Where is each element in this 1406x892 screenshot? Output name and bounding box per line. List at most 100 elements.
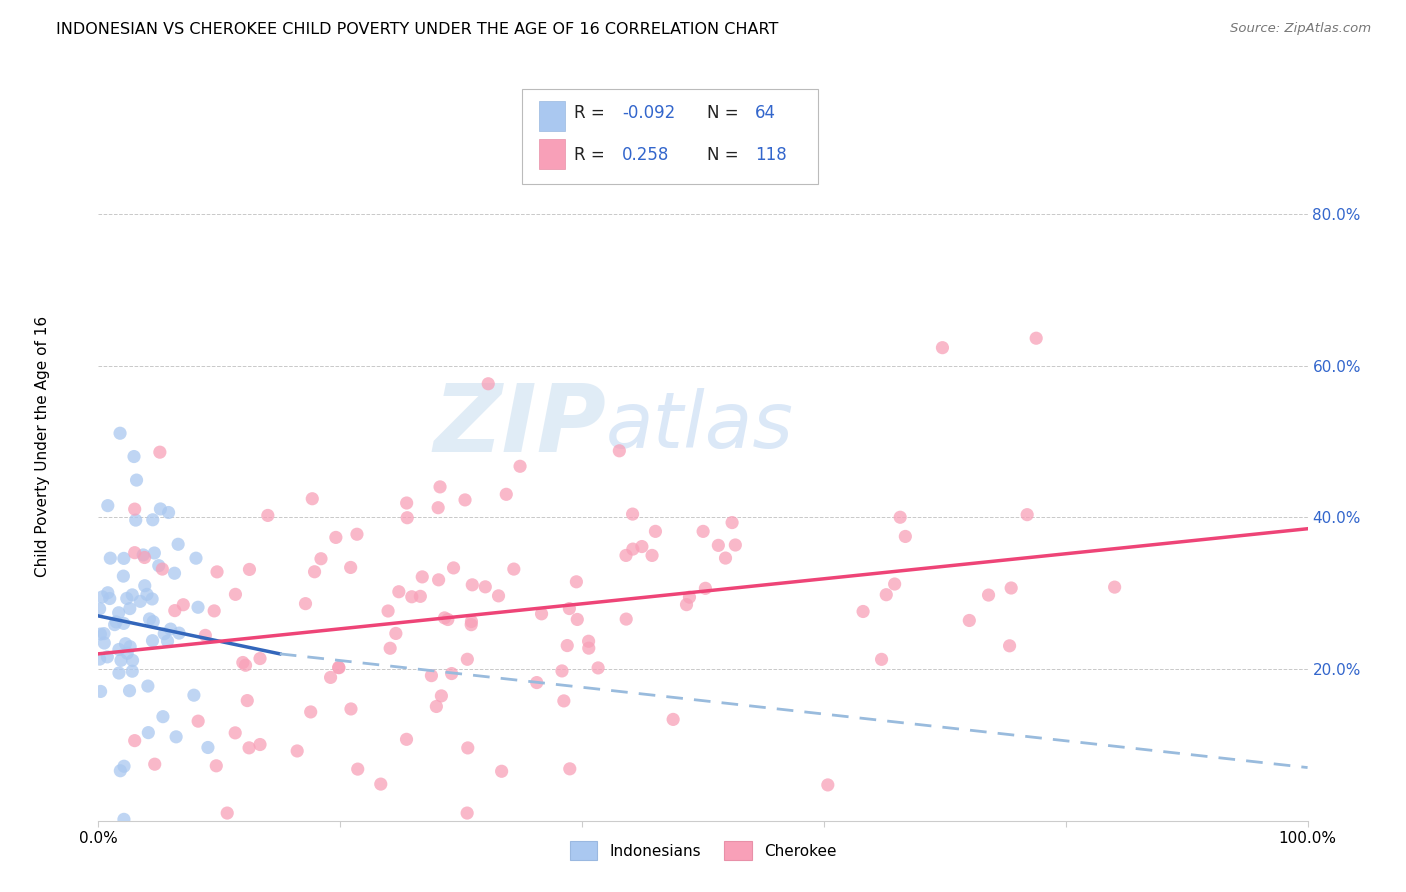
Point xyxy=(339,560,361,574)
Point xyxy=(93,636,115,650)
Point xyxy=(385,626,408,640)
Point xyxy=(631,540,654,554)
Point xyxy=(457,740,479,755)
Text: R =: R = xyxy=(574,104,610,122)
Point xyxy=(551,664,574,678)
Point xyxy=(97,499,120,513)
Point xyxy=(488,589,510,603)
Point xyxy=(502,562,524,576)
Point xyxy=(159,622,181,636)
Point xyxy=(675,598,697,612)
Point xyxy=(150,562,173,576)
Point xyxy=(1017,508,1039,522)
Point xyxy=(425,699,447,714)
FancyBboxPatch shape xyxy=(538,139,565,169)
Point xyxy=(224,726,246,740)
Text: atlas: atlas xyxy=(606,388,794,465)
Point xyxy=(205,565,228,579)
Point xyxy=(427,573,450,587)
Point xyxy=(977,588,1000,602)
Point xyxy=(143,546,166,560)
Point xyxy=(249,738,271,752)
Point xyxy=(157,506,180,520)
Point xyxy=(395,732,418,747)
Point xyxy=(695,582,717,596)
Point xyxy=(456,652,478,666)
Point xyxy=(460,617,482,632)
Point xyxy=(889,510,911,524)
Point xyxy=(377,604,399,618)
Point xyxy=(411,570,433,584)
Point xyxy=(396,510,419,524)
Point xyxy=(309,551,332,566)
Text: Source: ZipAtlas.com: Source: ZipAtlas.com xyxy=(1230,22,1371,36)
Point xyxy=(104,617,127,632)
Point xyxy=(721,516,744,530)
Point xyxy=(89,652,111,666)
Point xyxy=(124,733,146,747)
Point xyxy=(429,480,451,494)
Point xyxy=(931,341,953,355)
Point xyxy=(167,537,190,551)
Point xyxy=(495,487,517,501)
Point xyxy=(98,551,121,566)
Point xyxy=(217,806,239,821)
Point xyxy=(142,513,165,527)
Point xyxy=(491,764,513,779)
Point xyxy=(96,649,118,664)
Point xyxy=(433,611,456,625)
Point xyxy=(558,601,581,615)
Point xyxy=(662,713,685,727)
Point xyxy=(114,637,136,651)
FancyBboxPatch shape xyxy=(522,89,818,184)
Point xyxy=(714,551,737,566)
Point xyxy=(238,562,260,576)
Point xyxy=(1104,580,1126,594)
Point xyxy=(112,616,135,631)
Point xyxy=(163,566,186,581)
Point xyxy=(136,725,159,739)
Point xyxy=(238,740,260,755)
Point xyxy=(875,588,897,602)
Point xyxy=(165,730,187,744)
Point xyxy=(553,694,575,708)
Point xyxy=(395,496,418,510)
Point xyxy=(644,524,666,539)
Legend: Indonesians, Cherokee: Indonesians, Cherokee xyxy=(564,835,842,866)
Point xyxy=(817,778,839,792)
Point xyxy=(205,759,228,773)
Point xyxy=(132,548,155,562)
Point xyxy=(328,661,350,675)
Point xyxy=(134,579,156,593)
Point xyxy=(565,574,588,589)
Point xyxy=(138,612,160,626)
Point xyxy=(187,714,209,728)
Point xyxy=(526,675,548,690)
Point xyxy=(134,550,156,565)
Point xyxy=(124,546,146,560)
Point xyxy=(107,606,129,620)
Point xyxy=(112,569,135,583)
Text: 64: 64 xyxy=(755,104,776,122)
Point xyxy=(112,813,135,827)
Point xyxy=(115,591,138,606)
Text: ZIP: ZIP xyxy=(433,380,606,473)
Point xyxy=(301,491,323,506)
Point xyxy=(105,615,128,629)
Point xyxy=(93,626,115,640)
Text: Child Poverty Under the Age of 16: Child Poverty Under the Age of 16 xyxy=(35,316,49,576)
Point xyxy=(852,605,875,619)
Point xyxy=(678,590,700,604)
Point xyxy=(420,668,443,682)
Point xyxy=(125,513,148,527)
Point xyxy=(172,598,194,612)
Point xyxy=(340,702,363,716)
Point xyxy=(121,653,143,667)
Point xyxy=(894,529,917,543)
Point xyxy=(90,684,112,698)
Point xyxy=(121,588,143,602)
Point xyxy=(120,640,142,654)
Point xyxy=(957,614,980,628)
Point xyxy=(149,502,172,516)
Point xyxy=(477,376,499,391)
